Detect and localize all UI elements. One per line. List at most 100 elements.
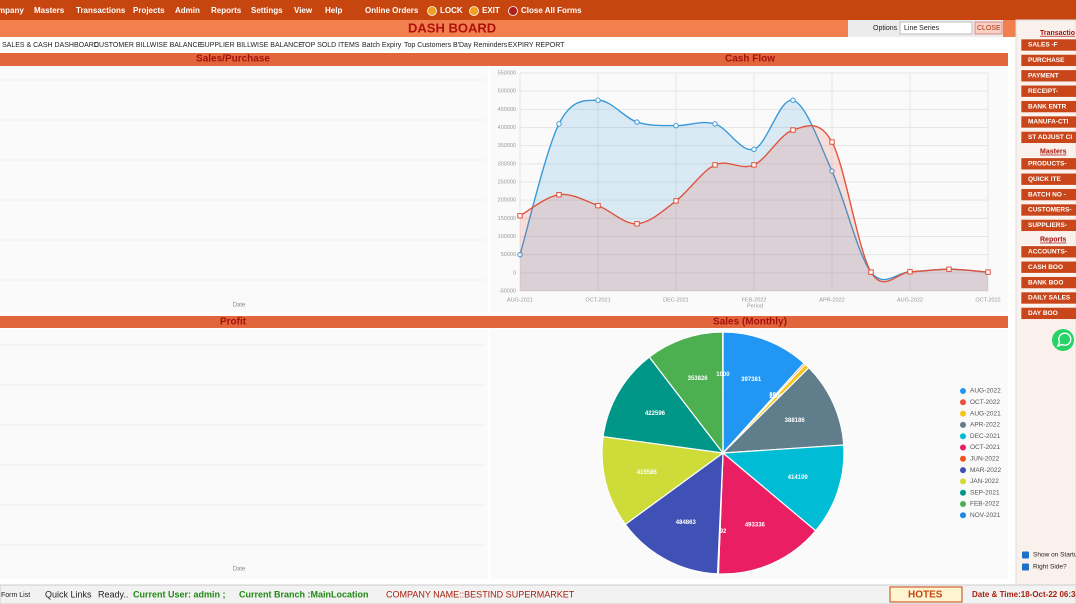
slice-label: 415585: [637, 470, 658, 476]
toolbar-item[interactable]: Online Orders: [365, 6, 419, 15]
series-select[interactable]: [899, 21, 973, 35]
section-title: Sales (Monthly): [713, 317, 787, 328]
pie-slice: [602, 356, 725, 454]
sidebar-button[interactable]: [1020, 172, 1076, 186]
sidebar-button-label[interactable]: ACCOUNTS-: [1028, 249, 1067, 256]
checkbox[interactable]: [1022, 563, 1029, 571]
point: [829, 139, 835, 145]
point: [673, 198, 679, 204]
tab[interactable]: B'Day Reminders: [453, 42, 508, 49]
menu-item[interactable]: Masters: [34, 6, 65, 15]
toolbar-item[interactable]: EXIT: [482, 6, 500, 15]
sidebar-button-label[interactable]: BANK BOO: [1028, 279, 1063, 286]
status-logo: HOTES: [908, 590, 943, 601]
sidebar-button[interactable]: [1020, 115, 1076, 129]
pie-slice: [648, 331, 724, 455]
menu-item[interactable]: Admin: [175, 6, 200, 15]
legend-swatch: [960, 478, 966, 485]
sidebar-button-label[interactable]: SUPPLIERS-: [1028, 222, 1067, 229]
point: [712, 121, 718, 127]
slice-label: 388186: [785, 418, 806, 424]
sidebar-button-label[interactable]: PAYMENT: [1028, 73, 1059, 80]
menu-item[interactable]: Transactions: [76, 6, 126, 15]
sidebar-button[interactable]: [1020, 276, 1076, 289]
sidebar-button[interactable]: [1020, 291, 1076, 305]
toolbar-item[interactable]: Close All Forms: [521, 6, 582, 15]
tab[interactable]: Top Customers: [404, 42, 452, 49]
section-header: [0, 316, 1008, 328]
toolbar-item[interactable]: LOCK: [440, 6, 463, 15]
sidebar-button-label[interactable]: PRODUCTS-: [1028, 161, 1067, 168]
tab-strip: [0, 37, 1016, 53]
sidebar-button[interactable]: [1020, 38, 1076, 52]
y-tick-label: 300000: [498, 161, 516, 167]
status-form-list[interactable]: Form List: [1, 592, 30, 599]
y-tick-label: -50000: [499, 288, 516, 294]
legend-swatch: [960, 489, 966, 496]
slice-label: 493336: [745, 522, 766, 528]
options-label: Options: [873, 25, 898, 32]
checkbox-label: Show on Startu: [1033, 552, 1076, 559]
menu-item[interactable]: Settings: [251, 6, 283, 15]
series-select-value: Line Series: [904, 25, 940, 32]
menu-item[interactable]: Help: [325, 6, 342, 15]
sidebar-button[interactable]: [1020, 157, 1076, 171]
legend-label: DEC-2021: [970, 433, 1001, 440]
sidebar-button-label[interactable]: MANUFA-CTI: [1028, 119, 1069, 126]
tab[interactable]: SUPPLIER BILLWISE BALANCE: [200, 42, 303, 49]
point: [829, 168, 835, 174]
sidebar-button-label[interactable]: PURCHASE: [1028, 57, 1065, 64]
sidebar-button[interactable]: [1020, 54, 1076, 67]
sidebar-button[interactable]: [1020, 203, 1076, 217]
whatsapp-glyph: [1056, 332, 1072, 348]
slice-label: 353826: [688, 376, 709, 382]
close-label[interactable]: CLOSE: [977, 25, 1001, 32]
tab[interactable]: CUSTOMER BILLWISE BALANCE: [94, 42, 203, 49]
sidebar-button-label[interactable]: BATCH NO -: [1028, 191, 1066, 198]
point: [868, 269, 874, 275]
sidebar-button-label[interactable]: CASH BOO: [1028, 264, 1063, 271]
tab[interactable]: TOP SOLD ITEMS: [301, 42, 360, 49]
x-tick-label: DEC-2021: [663, 297, 689, 303]
sidebar-button-label[interactable]: RECEIPT-: [1028, 88, 1058, 95]
sidebar-button[interactable]: [1020, 84, 1076, 98]
sidebar-button[interactable]: [1020, 245, 1076, 259]
point: [556, 121, 562, 127]
sidebar-button[interactable]: [1020, 219, 1076, 232]
point: [556, 192, 562, 198]
menu-item[interactable]: View: [294, 6, 313, 15]
point: [634, 119, 640, 125]
status-user: Current User: admin ;: [133, 589, 226, 599]
tab[interactable]: EXPIRY REPORT: [508, 42, 565, 49]
sidebar-button[interactable]: [1020, 69, 1076, 83]
sidebar-button[interactable]: [1020, 131, 1076, 144]
sidebar-button[interactable]: [1020, 260, 1076, 274]
point: [595, 97, 601, 103]
menu-item[interactable]: Projects: [133, 6, 165, 15]
sidebar-button[interactable]: [1020, 100, 1076, 113]
tab[interactable]: Batch Expiry: [362, 42, 402, 49]
checkbox-label: Right Side?: [1033, 564, 1067, 571]
sidebar-button-label[interactable]: SALES -F: [1028, 42, 1058, 49]
sidebar-button[interactable]: [1020, 188, 1076, 201]
sidebar-button-label[interactable]: DAILY SALES: [1028, 295, 1071, 302]
sidebar-button[interactable]: [1020, 307, 1076, 320]
point: [907, 269, 913, 275]
menu-item[interactable]: mpany: [0, 6, 24, 15]
sidebar-button-label[interactable]: CUSTOMERS-: [1028, 207, 1072, 214]
legend-swatch: [960, 444, 966, 451]
status-quick-links[interactable]: Quick Links: [45, 589, 92, 599]
tab[interactable]: SALES & CASH DASHBOARD: [2, 42, 99, 49]
close-button[interactable]: [974, 21, 1003, 35]
checkbox[interactable]: [1022, 551, 1029, 559]
sidebar-button-label[interactable]: QUICK ITE: [1028, 176, 1062, 183]
sidebar-button-label[interactable]: BANK ENTR: [1028, 103, 1067, 110]
sidebar-button-label[interactable]: DAY BOO: [1028, 310, 1058, 317]
toolbar-icon: [427, 6, 437, 16]
title-bar: [0, 20, 1016, 37]
point: [517, 251, 523, 258]
slice-label: 484863: [676, 520, 697, 526]
menu-item[interactable]: Reports: [211, 6, 242, 15]
sidebar-button-label[interactable]: ST ADJUST CI: [1028, 134, 1072, 141]
